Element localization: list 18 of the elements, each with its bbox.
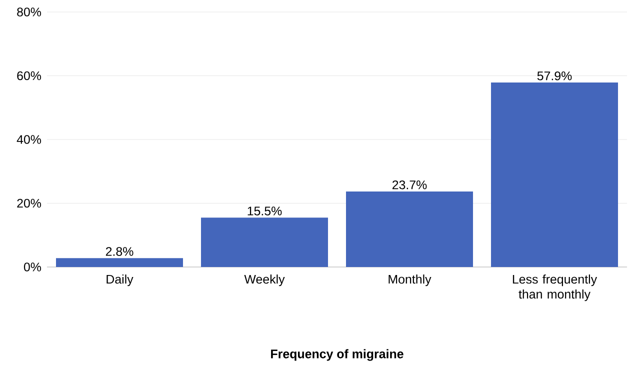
y-tick-label: 40% — [16, 135, 42, 144]
x-axis-title: Frequency of migraine — [271, 349, 404, 361]
x-tick-label: Daily — [106, 274, 134, 286]
x-tick-label: Monthly — [388, 274, 432, 286]
bar — [56, 258, 183, 267]
data-label: 15.5% — [248, 206, 282, 216]
bar — [201, 218, 328, 267]
x-tick-label: Weekly — [244, 274, 285, 286]
y-tick-label: 0% — [24, 262, 42, 272]
bar — [491, 82, 618, 267]
y-tick-label: 60% — [17, 71, 42, 80]
data-label: 2.8% — [106, 247, 134, 256]
y-tick-label: 20% — [17, 198, 42, 208]
bar — [346, 191, 474, 267]
data-label: 57.9% — [537, 71, 572, 80]
x-tick-label: Less frequently than monthly — [512, 274, 598, 302]
y-tick-label: 80% — [17, 8, 42, 16]
data-label: 23.7% — [392, 180, 427, 190]
